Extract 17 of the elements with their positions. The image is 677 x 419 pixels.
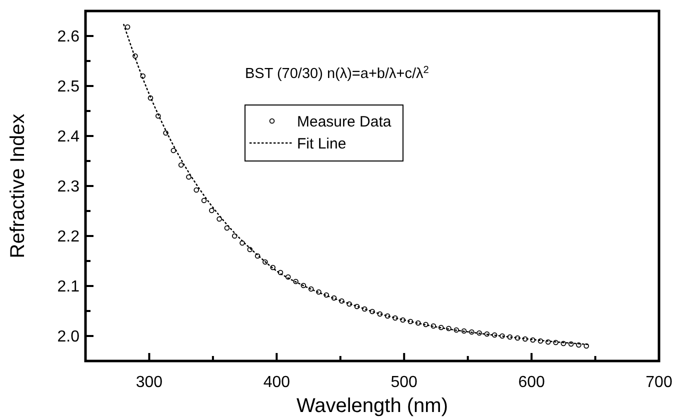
- x-tick-label: 600: [518, 374, 545, 391]
- y-axis-title: Refractive Index: [7, 114, 29, 258]
- legend-label: Fit Line: [297, 136, 346, 152]
- y-tick-label: 2.2: [57, 228, 80, 246]
- x-tick-label: 700: [646, 374, 672, 391]
- x-axis-title: Wavelength (nm): [296, 395, 448, 417]
- x-tick-label: 300: [136, 374, 163, 391]
- y-tick-label: 2.3: [57, 178, 80, 196]
- y-tick-label: 2.4: [57, 128, 80, 146]
- y-tick-label: 2.5: [57, 78, 80, 96]
- legend-label: Measure Data: [297, 114, 392, 130]
- y-tick-label: 2.6: [57, 28, 80, 46]
- x-tick-label: 500: [390, 374, 418, 391]
- annotation: BST (70/30) n(λ)=a+b/λ+c/λ$^{2}$: [245, 64, 430, 82]
- y-tick-label: 2.1: [57, 278, 80, 296]
- x-tick-label: 400: [263, 374, 290, 391]
- text: 2.0: [57, 328, 80, 346]
